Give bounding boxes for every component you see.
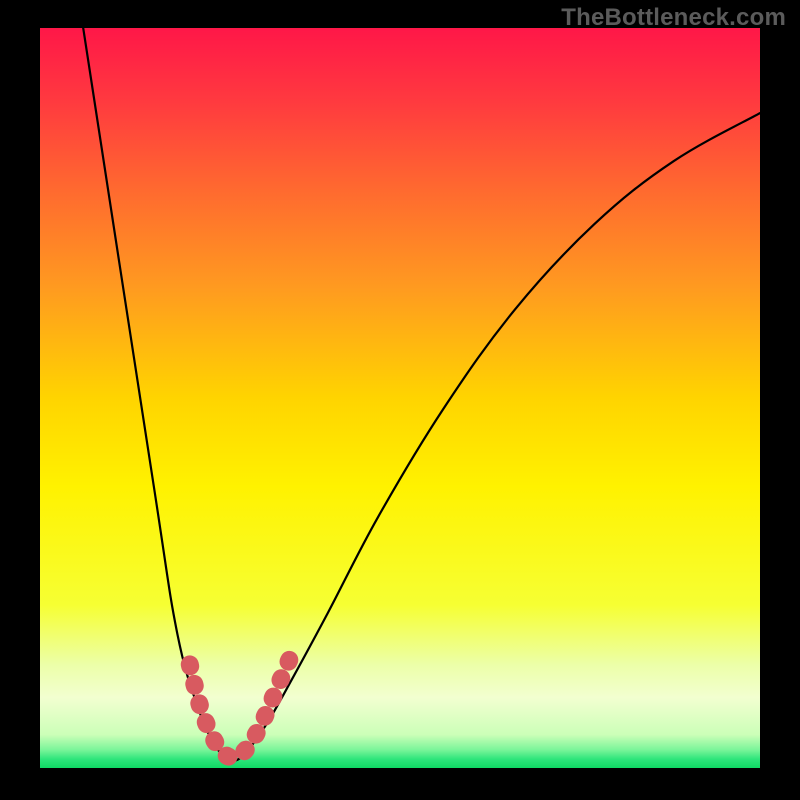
- plot-area: [40, 28, 760, 768]
- chart-svg: [40, 28, 760, 768]
- watermark-text: TheBottleneck.com: [561, 4, 786, 32]
- gradient-background: [40, 28, 760, 768]
- canvas-frame: TheBottleneck.com: [0, 0, 800, 800]
